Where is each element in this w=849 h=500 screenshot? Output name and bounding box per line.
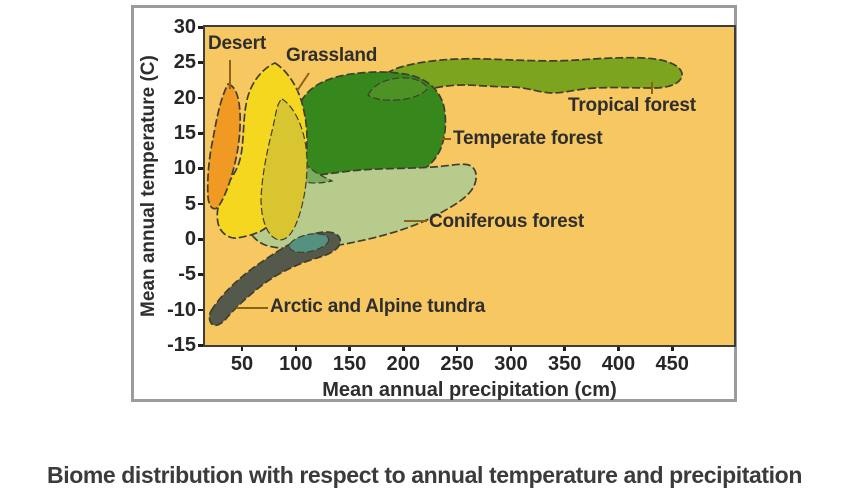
axis-layer: 30 25 20 15 10 5 0 -5 -10 -15 50 100 150 200 250 300 350…: [134, 8, 734, 399]
desert-region: [206, 83, 242, 210]
tropical-temperate-overlap: [367, 77, 429, 101]
x-tick-mark: [563, 345, 566, 351]
y-tick-mark: [198, 96, 205, 100]
y-tick-mark: [198, 238, 205, 241]
grassland-label: Grassland: [286, 45, 378, 66]
desert-label: Desert: [208, 33, 266, 54]
x-tick-mark: [509, 345, 513, 351]
x-tick-mark: [348, 345, 351, 351]
temperate-forest-region: [291, 71, 447, 186]
x-tick-label: 200: [386, 353, 421, 375]
figure-caption: Biome distribution with respect to annua…: [47, 462, 802, 488]
x-axis-title: Mean annual precipitation (cm): [322, 379, 617, 401]
y-tick-mark: [198, 26, 205, 29]
tropical-forest-label: Tropical forest: [568, 95, 696, 116]
x-tick-label: 100: [279, 353, 313, 375]
x-tick-label: 450: [655, 353, 689, 375]
coniferous-forest-label: Coniferous forest: [429, 211, 584, 232]
y-tick-label: -15: [167, 334, 196, 356]
x-tick-label: 150: [332, 353, 367, 375]
y-tick-mark: [198, 202, 205, 206]
x-tick-mark: [455, 345, 459, 351]
plot-area: Desert Grassland Tropical forest Tempera…: [203, 25, 736, 347]
x-tick-label: 250: [440, 353, 474, 375]
x-tick-mark: [617, 345, 620, 351]
temperate-forest-label: Temperate forest: [453, 128, 603, 149]
y-tick-label: 30: [173, 16, 196, 38]
y-tick-mark: [198, 308, 205, 312]
y-tick-label: -5: [178, 263, 196, 286]
tundra-region: [208, 231, 342, 327]
tropical-forest-region: [369, 56, 683, 100]
x-tick-label: 300: [494, 353, 528, 375]
tundra-label: Arctic and Alpine tundra: [270, 296, 486, 317]
y-tick-mark: [198, 132, 205, 135]
biome-blob-canvas: [206, 56, 683, 327]
y-tick-label: -10: [167, 298, 196, 321]
y-tick-label: 25: [173, 51, 196, 74]
y-tick-mark: [198, 61, 205, 64]
x-tick-mark: [402, 345, 405, 351]
x-tick-mark: [294, 345, 298, 351]
y-tick-label: 5: [184, 192, 196, 215]
x-tick-label: 400: [601, 353, 636, 375]
y-tick-mark: [198, 344, 205, 347]
y-tick-label: 15: [173, 122, 196, 144]
y-tick-label: 10: [173, 157, 196, 180]
x-tick-mark: [671, 345, 674, 351]
tundra-coniferous-overlap: [288, 233, 330, 253]
grassland-pointer-line: [296, 72, 310, 92]
x-tick-mark: [240, 345, 244, 351]
y-tick-mark: [198, 273, 205, 276]
chart-frame: Mean annual temperature (C) 30 25 20 15 10 5 0…: [131, 5, 737, 402]
x-tick-label: 50: [230, 353, 254, 375]
y-tick-mark: [198, 167, 205, 170]
x-tick-label: 350: [547, 353, 582, 375]
grassland-forest-overlap: [260, 98, 308, 241]
y-tick-label: 20: [173, 86, 196, 109]
y-tick-label: 0: [184, 228, 196, 250]
